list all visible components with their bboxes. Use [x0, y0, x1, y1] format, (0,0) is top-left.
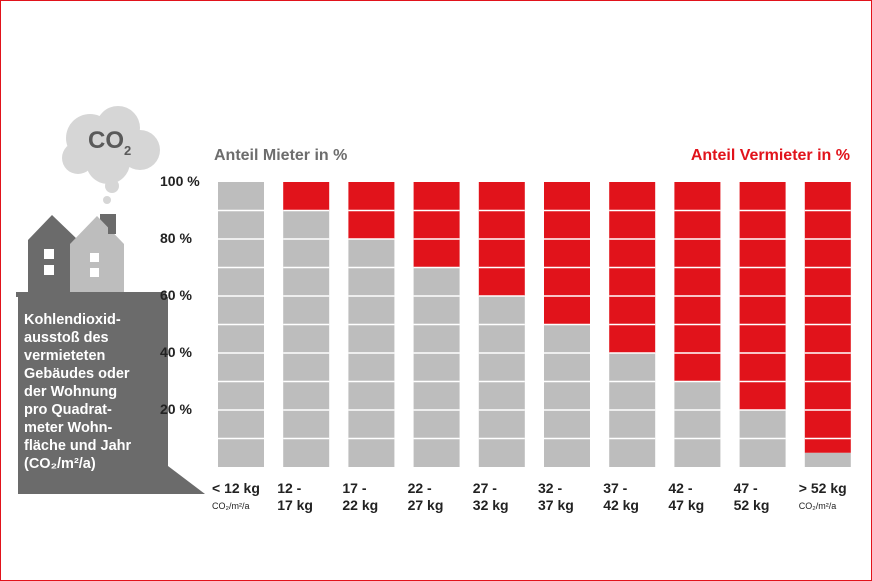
info-box-line: pro Quadrat-: [24, 402, 112, 418]
info-box-line: (CO₂/m²/a): [24, 456, 96, 472]
co2-cloud-label: CO2: [88, 127, 132, 158]
bar-mieter: [674, 381, 721, 467]
co2-cloud-icon: [62, 106, 160, 204]
x-tick-line1: 37 -: [603, 480, 628, 496]
x-tick-label: 47 -52 kg: [734, 480, 794, 514]
x-tick-line2: 47 kg: [668, 497, 705, 513]
legend-mieter: Anteil Mieter in %: [214, 147, 348, 164]
bar-vermieter: [413, 182, 460, 268]
bar-vermieter: [804, 182, 851, 453]
co2-subscript: 2: [124, 143, 132, 158]
x-tick-line1: 47 -: [733, 480, 758, 496]
info-box-line: ausstoß des: [24, 330, 109, 346]
bar-mieter: [544, 324, 590, 467]
info-box-line: fläche und Jahr: [24, 438, 132, 454]
x-tick-label: 27 -32 kg: [473, 480, 533, 514]
x-tick-line2: 22 kg: [342, 497, 379, 513]
info-box-pointer: [168, 466, 205, 494]
info-box: [18, 297, 168, 494]
bar-mieter: [283, 210, 330, 467]
legend-vermieter: Anteil Vermieter in %: [690, 147, 850, 164]
house-front-icon: [70, 214, 124, 292]
house-with-co2-cloud-icon: [16, 106, 166, 297]
x-tick-line1: 17 -: [342, 480, 367, 496]
y-tick-label: 100 %: [160, 173, 200, 189]
x-tick-label: 17 -22 kg: [342, 480, 402, 514]
y-tick-label: 80 %: [160, 230, 192, 246]
bar-vermieter: [283, 182, 330, 211]
bar-mieter: [413, 267, 460, 467]
y-tick-label: 40 %: [160, 344, 192, 360]
x-tick-line2: 17 kg: [277, 497, 313, 513]
x-tick-line2: 52 kg: [733, 497, 770, 513]
x-tick-line1: > 52 kg: [798, 480, 847, 496]
x-tick-line1: 27 -: [472, 480, 497, 496]
info-box-line: Kohlendioxid-: [24, 312, 121, 328]
x-tick-unit: CO₂/m²/a: [798, 501, 837, 511]
info-box-text: Kohlendioxid-ausstoß des vermieteten Gebäu…: [24, 311, 166, 473]
x-tick-label: < 12 kg CO₂/m²/a: [212, 480, 272, 512]
x-tick-line2: 37 kg: [538, 497, 574, 513]
y-tick-label: 60 %: [160, 287, 192, 303]
x-tick-line1: 12 -: [277, 480, 302, 496]
x-tick-label: 32 -37 kg: [538, 480, 598, 514]
x-tick-label: 12 -17 kg: [277, 480, 337, 514]
info-box-line: der Wohnung: [24, 384, 118, 400]
ground-line: [16, 292, 166, 297]
x-tick-line2: 27 kg: [407, 497, 444, 513]
info-box-line: vermieteten: [24, 348, 106, 364]
x-tick-unit: CO₂/m²/a: [212, 501, 250, 511]
x-tick-line1: 22 -: [407, 480, 432, 496]
bar-mieter: [804, 452, 851, 467]
bars-group: [218, 182, 851, 467]
co2-text: CO: [88, 127, 124, 154]
x-tick-line1: 32 -: [538, 480, 563, 496]
x-tick-label: 42 -47 kg: [668, 480, 728, 514]
bar-vermieter: [544, 182, 590, 325]
x-tick-label: 22 -27 kg: [408, 480, 468, 514]
x-tick-line2: 42 kg: [603, 497, 639, 513]
x-tick-line1: 42 -: [668, 480, 693, 496]
x-tick-line2: 32 kg: [472, 497, 509, 513]
x-tick-line1: < 12 kg: [212, 480, 260, 496]
x-tick-label: 37 -42 kg: [603, 480, 663, 514]
x-tick-label: > 52 kg CO₂/m²/a: [799, 480, 859, 512]
info-box-line: Gebäudes oder: [24, 366, 130, 382]
y-tick-label: 20 %: [160, 401, 192, 417]
bar-vermieter: [674, 182, 721, 382]
info-box-line: meter Wohn-: [24, 420, 113, 436]
